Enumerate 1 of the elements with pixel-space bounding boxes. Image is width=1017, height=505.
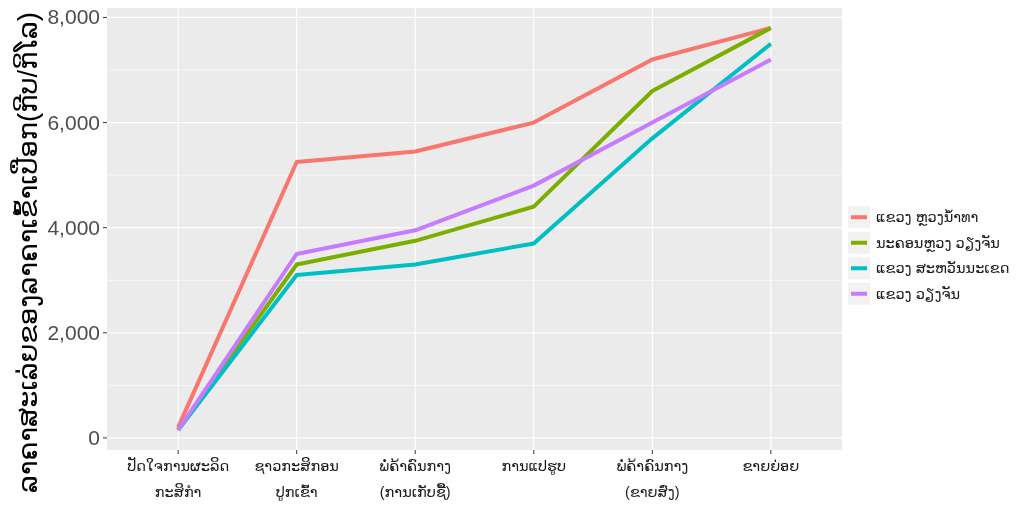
ylabel: ລາຄາສະເລ່ຍຂອງລາຄາເຂົ້າເປືອກ(ກີບ/ກິໂລ) xyxy=(12,12,44,493)
